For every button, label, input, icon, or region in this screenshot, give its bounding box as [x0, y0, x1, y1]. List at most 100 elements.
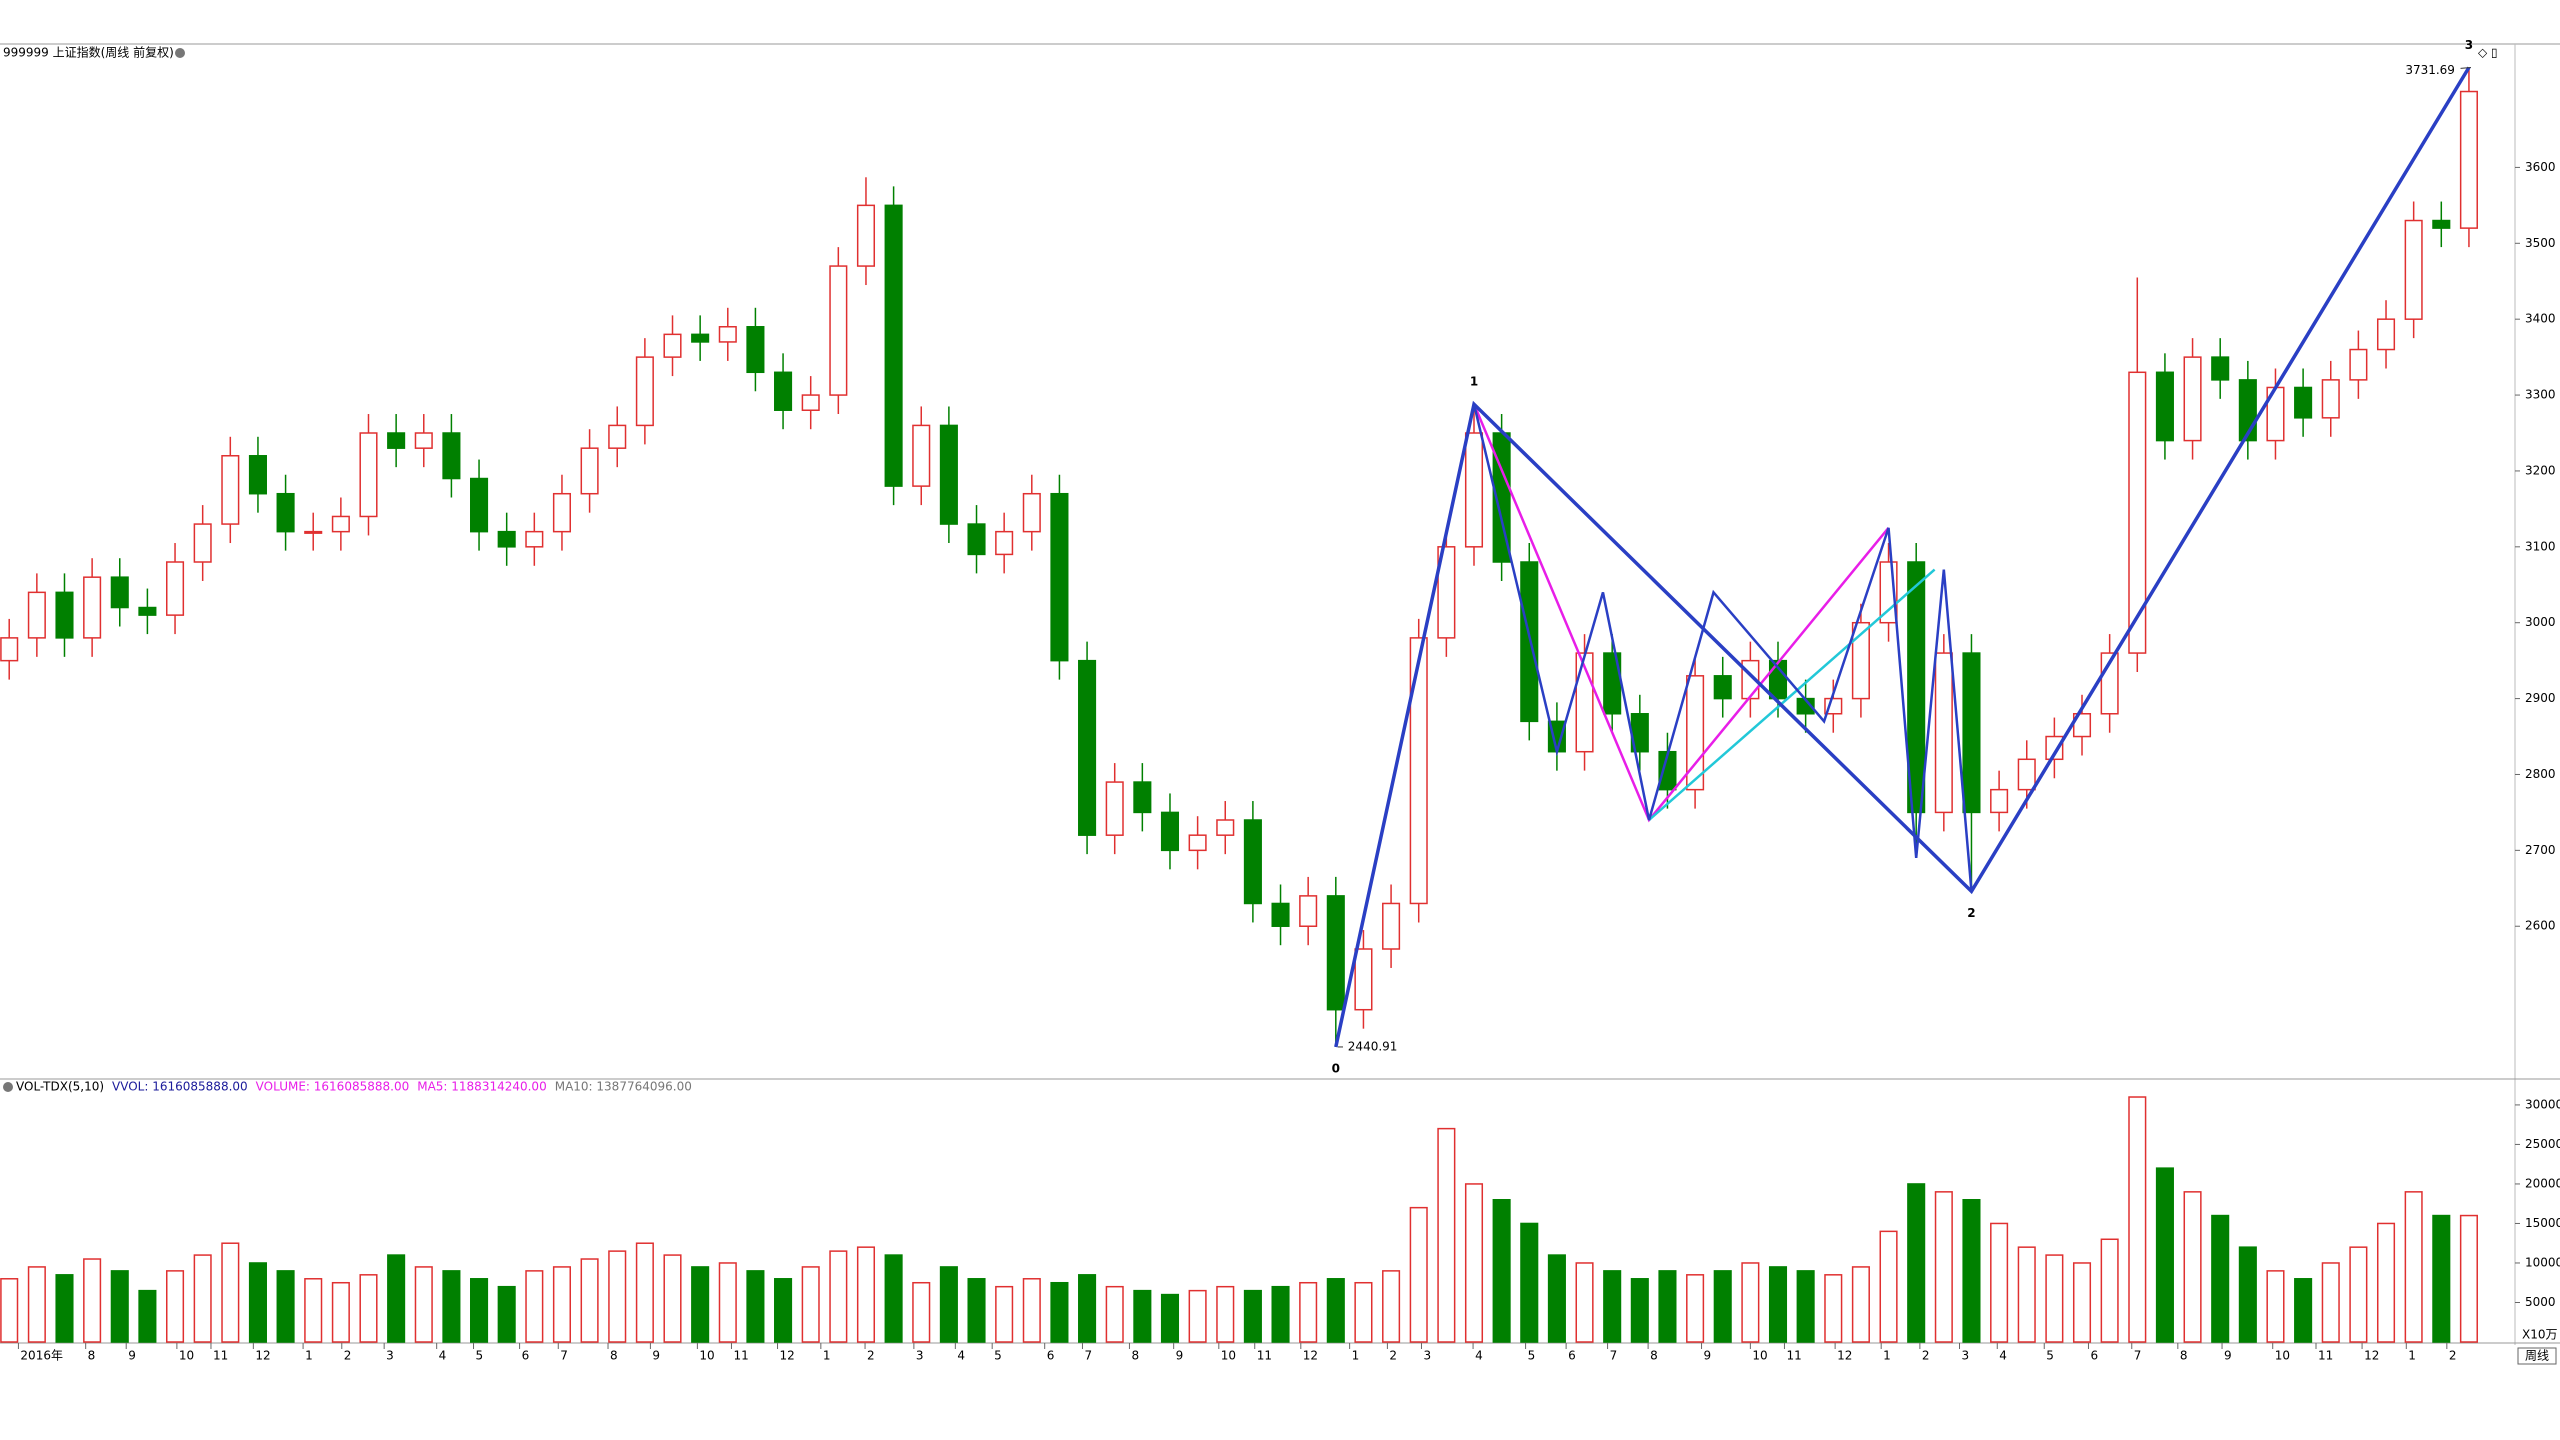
candle-body	[1050, 492, 1069, 662]
vol-y-tick-label: 5000	[2525, 1295, 2556, 1309]
volume-bar	[2238, 1246, 2257, 1343]
x-tick-label: 8	[1650, 1349, 1658, 1363]
volume-bar	[1188, 1289, 1207, 1343]
candle-body	[1437, 546, 1456, 639]
candle-body	[193, 523, 212, 563]
volume-bar	[2459, 1214, 2478, 1343]
x-tick-label: 11	[213, 1349, 228, 1363]
x-tick-label: 12	[2364, 1349, 2379, 1363]
volume-bar	[1105, 1285, 1124, 1343]
annotation-arrow	[2460, 66, 2471, 69]
candle-body	[718, 326, 737, 343]
volume-bar	[1990, 1222, 2009, 1343]
volume-bar	[829, 1250, 848, 1343]
volume-bar	[2128, 1096, 2147, 1343]
chart-title: 999999 上证指数(周线 前复权)	[3, 45, 174, 60]
volume-bar	[608, 1250, 627, 1343]
volume-bar	[1768, 1266, 1788, 1343]
volume-bar	[1575, 1262, 1594, 1343]
volume-bar	[2045, 1254, 2064, 1343]
volume-bar	[552, 1266, 572, 1343]
volume-bar	[912, 1281, 931, 1343]
candle-body	[1520, 561, 1539, 723]
x-tick-label: 2	[1389, 1349, 1397, 1363]
x-tick-label: 11	[733, 1349, 748, 1363]
volume-bar	[497, 1285, 516, 1343]
candle-body	[2045, 735, 2064, 761]
x-tick-label: 3	[386, 1349, 394, 1363]
extreme-label: 2440.91	[1348, 1039, 1398, 1053]
volume-bar	[2183, 1191, 2202, 1343]
candle-body	[995, 530, 1014, 556]
volume-bar	[470, 1278, 489, 1343]
x-tick-label: 7	[560, 1349, 568, 1363]
x-tick-label: 12	[1303, 1349, 1318, 1363]
candle-body	[497, 530, 516, 548]
volume-bar	[1658, 1270, 1677, 1343]
volume-bar	[2072, 1262, 2092, 1343]
volume-legend: MA5: 1188314240.00	[417, 1080, 547, 1094]
volume-bar	[1354, 1281, 1373, 1343]
x-tick-label: 8	[610, 1349, 618, 1363]
x-tick-label: 6	[522, 1349, 530, 1363]
volume-bar	[1271, 1285, 1290, 1343]
volume-bar	[1382, 1270, 1401, 1343]
x-tick-label: 9	[2224, 1349, 2232, 1363]
candle-body	[83, 576, 102, 639]
vol-y-tick-label: 20000	[2525, 1176, 2560, 1190]
y-tick-label: 3500	[2525, 236, 2556, 250]
x-tick-label: 1	[2408, 1349, 2416, 1363]
y-tick-label: 3300	[2525, 388, 2556, 402]
candle-body	[663, 333, 682, 358]
x-tick-label: 6	[1047, 1349, 1055, 1363]
x-tick-label: 10	[1752, 1349, 1767, 1363]
volume-bar	[774, 1278, 793, 1343]
x-tick-label: 12	[255, 1349, 270, 1363]
wave-label: 0	[1332, 1061, 1340, 1075]
candle-body	[331, 515, 350, 533]
x-tick-label: 9	[128, 1349, 136, 1363]
candle-body	[304, 530, 323, 534]
volume-bar	[1824, 1274, 1843, 1343]
candle-body	[2432, 219, 2451, 229]
x-tick-label: 4	[1999, 1349, 2007, 1363]
candle-body	[1464, 432, 1484, 548]
candle-body	[1105, 781, 1124, 836]
volume-bar	[635, 1242, 654, 1343]
volume-bar	[27, 1266, 46, 1343]
volume-bar	[1133, 1289, 1152, 1343]
volume-bar	[1464, 1183, 1484, 1343]
candle-body	[1409, 637, 1428, 905]
y-tick-label: 3100	[2525, 539, 2556, 553]
x-tick-label: 11	[1257, 1349, 1272, 1363]
volume-bar	[691, 1266, 710, 1343]
extreme-label: 3731.69	[2405, 63, 2455, 77]
volume-bar	[1492, 1199, 1511, 1343]
x-tick-label: 1	[823, 1349, 831, 1363]
x-tick-label: 5	[1528, 1349, 1536, 1363]
volume-bar	[801, 1266, 820, 1343]
candle-body	[1686, 675, 1705, 791]
volume-legend: VOLUME: 1616085888.00	[256, 1080, 410, 1094]
volume-bar	[1022, 1278, 1041, 1343]
volume-bar	[1907, 1183, 1926, 1343]
x-tick-label: 11	[2318, 1349, 2333, 1363]
x-tick-label: 11	[1786, 1349, 1801, 1363]
candle-body	[442, 432, 461, 480]
volume-bar	[138, 1289, 157, 1343]
volume-bar	[884, 1254, 903, 1343]
candle-body	[276, 492, 295, 533]
candle-body	[580, 447, 599, 495]
volume-title: VOL-TDX(5,10)	[16, 1080, 104, 1094]
volume-bar	[580, 1258, 599, 1343]
vol-y-tick-label: 10000	[2525, 1255, 2560, 1269]
y-tick-label: 3400	[2525, 312, 2556, 326]
candle-body	[1216, 819, 1235, 836]
volume-bar	[718, 1262, 737, 1343]
x-tick-label: 3	[916, 1349, 924, 1363]
volume-bar	[276, 1270, 295, 1343]
volume-bar	[995, 1285, 1014, 1343]
volume-bar	[1741, 1262, 1760, 1343]
volume-bar	[1796, 1270, 1815, 1343]
